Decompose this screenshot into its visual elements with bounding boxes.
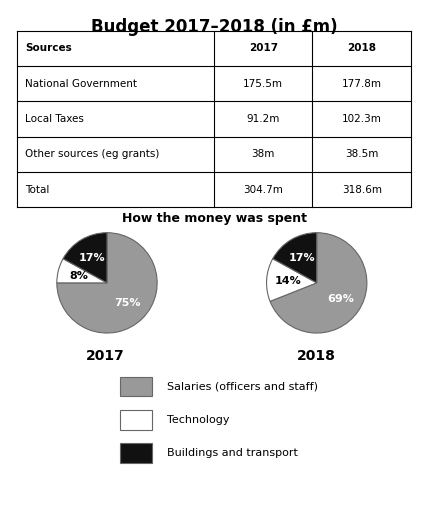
Text: 38m: 38m <box>252 150 275 159</box>
Wedge shape <box>273 232 317 283</box>
Text: 17%: 17% <box>79 253 105 263</box>
Text: 318.6m: 318.6m <box>342 185 382 195</box>
Text: Other sources (eg grants): Other sources (eg grants) <box>25 150 159 159</box>
Text: Technology: Technology <box>167 415 229 425</box>
Text: Budget 2017–2018 (in £m): Budget 2017–2018 (in £m) <box>91 18 337 36</box>
Text: 75%: 75% <box>114 298 141 308</box>
Text: 2018: 2018 <box>297 349 336 363</box>
Text: 91.2m: 91.2m <box>247 114 280 124</box>
Text: 2017: 2017 <box>249 44 278 53</box>
Wedge shape <box>270 232 367 333</box>
Text: Buildings and transport: Buildings and transport <box>167 448 298 458</box>
Text: 69%: 69% <box>327 294 354 304</box>
Text: How the money was spent: How the money was spent <box>122 212 306 225</box>
Text: 8%: 8% <box>69 271 88 281</box>
Wedge shape <box>57 232 157 333</box>
Wedge shape <box>57 259 107 283</box>
Text: Total: Total <box>25 185 49 195</box>
Text: Salaries (officers and staff): Salaries (officers and staff) <box>167 381 318 392</box>
Text: 14%: 14% <box>274 276 301 286</box>
Text: 175.5m: 175.5m <box>243 79 283 89</box>
Text: 2017: 2017 <box>86 349 124 363</box>
Text: Local Taxes: Local Taxes <box>25 114 84 124</box>
Text: 177.8m: 177.8m <box>342 79 382 89</box>
Text: 102.3m: 102.3m <box>342 114 382 124</box>
Text: 17%: 17% <box>288 253 315 263</box>
Wedge shape <box>267 259 317 302</box>
Text: 304.7m: 304.7m <box>243 185 283 195</box>
Text: 2018: 2018 <box>347 44 376 53</box>
Text: Sources: Sources <box>25 44 72 53</box>
Wedge shape <box>63 232 107 283</box>
Text: National Government: National Government <box>25 79 137 89</box>
Text: 38.5m: 38.5m <box>345 150 378 159</box>
